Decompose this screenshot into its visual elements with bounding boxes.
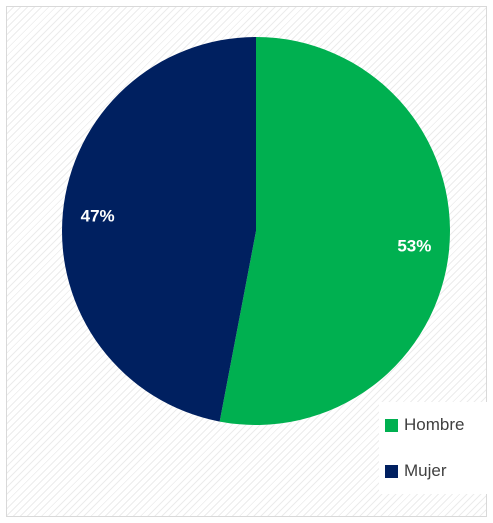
data-labels: 53% 47% xyxy=(81,207,432,256)
pie-slices xyxy=(61,37,450,425)
data-label-hombre: 53% xyxy=(397,236,431,255)
pie-slice-hombre xyxy=(219,37,450,425)
pie-slice-mujer xyxy=(61,37,256,422)
legend-item-mujer: Mujer xyxy=(379,448,489,494)
legend-label-mujer: Mujer xyxy=(404,461,447,480)
legend-swatch-mujer xyxy=(385,464,398,478)
data-label-mujer: 47% xyxy=(81,207,115,226)
legend-label-hombre: Hombre xyxy=(404,415,465,434)
legend-swatch-hombre xyxy=(385,418,398,432)
legend-item-hombre: Hombre xyxy=(379,402,489,448)
legend: Hombre Mujer xyxy=(379,402,489,494)
